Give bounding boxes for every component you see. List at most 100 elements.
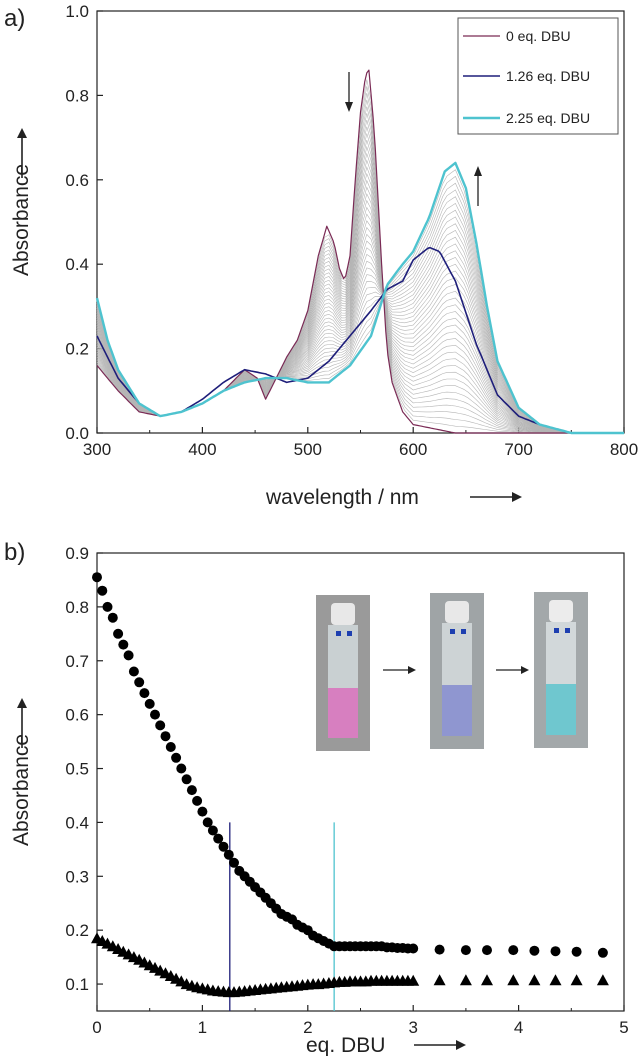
a-xlabel: wavelength / nm: [265, 486, 419, 509]
cuvette-mark: [565, 628, 570, 633]
a-y-tick-label: 0.6: [65, 171, 89, 190]
b-point-circle: [107, 612, 118, 623]
b-point-circle: [571, 946, 582, 957]
b-point-circle: [113, 628, 124, 639]
b-point-circle: [92, 572, 102, 583]
cuvette-mark: [554, 628, 559, 633]
cuvette-cap: [549, 600, 573, 622]
panel-a-label: a): [4, 5, 25, 32]
b-point-circle: [186, 785, 197, 796]
a-y-tick-label: 0.4: [65, 255, 89, 274]
b-point-circle: [192, 795, 203, 806]
b-point-circle: [150, 709, 160, 720]
cuvette-solution: [328, 688, 358, 738]
a-ylabel-group: Absorbance: [10, 128, 33, 276]
cuvette-mark: [450, 629, 455, 634]
b-point-circle: [144, 698, 155, 709]
a-intermediate-curve: [96, 182, 624, 434]
a-series-2: [95, 161, 624, 435]
a-xlabel-arrow-head: [512, 492, 522, 502]
legend-label-1: 1.26 eq. DBU: [506, 68, 590, 84]
a-x-tick-label: 800: [610, 440, 638, 459]
b-y-tick-label: 0.5: [65, 760, 89, 779]
cuvette-cap: [331, 603, 355, 625]
b-ticks: 0 1 2 3 4 5 0.1 0.2 0.3 0.4 0.5 0.6 0.7 0.8 0.9: [65, 544, 628, 1037]
b-point-circle: [128, 666, 139, 677]
b-point-circle: [482, 945, 492, 956]
a-intermediate-curve: [96, 236, 624, 434]
b-point-circle: [160, 731, 171, 742]
b-ylabel: Absorbance: [10, 734, 33, 846]
b-point-circle: [408, 943, 419, 954]
cuvette-pink: [316, 595, 370, 751]
b-point-circle: [181, 774, 192, 785]
b-y-tick-label: 0.3: [65, 867, 89, 886]
a-x-tick-label: 300: [83, 440, 111, 459]
b-point-circle: [165, 742, 176, 752]
cuvette-inset: [316, 592, 588, 751]
cuvette-solution: [442, 685, 472, 736]
b-point-circle: [229, 857, 239, 868]
b-point-triangle: [507, 974, 520, 986]
panel-b-label: b): [4, 539, 25, 566]
b-point-triangle: [570, 974, 583, 986]
a-y-tick-label: 0.2: [65, 340, 89, 359]
b-point-circle: [171, 752, 182, 763]
b-y-tick-label: 0.8: [65, 598, 89, 617]
b-point-circle: [434, 944, 445, 955]
b-y-tick-label: 0.9: [65, 544, 89, 563]
b-x-tick-label: 0: [92, 1018, 101, 1037]
a-x-tick-label: 700: [504, 440, 532, 459]
b-point-circle: [118, 639, 129, 650]
legend-label-0: 0 eq. DBU: [506, 28, 571, 44]
legend-label-2: 2.25 eq. DBU: [506, 110, 590, 126]
b-point-circle: [529, 945, 540, 956]
a-x-tick-label: 600: [399, 440, 427, 459]
b-point-triangle: [596, 974, 609, 986]
b-y-tick-label: 0.2: [65, 921, 89, 940]
increase-arrow-head: [474, 166, 482, 176]
a-ylabel-arrow-head: [17, 128, 27, 138]
b-point-triangle: [549, 974, 562, 986]
b-point-circle: [202, 817, 213, 828]
b-point-circle: [123, 650, 134, 661]
panel-a: a) 300 400 500 600 700 8000.00.20.40.60.81.0 …: [4, 2, 638, 509]
a-x-tick-label: 400: [188, 440, 216, 459]
b-xlabel: eq. DBU: [306, 1034, 385, 1056]
b-ylabel-arrow-head: [17, 698, 27, 708]
b-x-tick-label: 3: [408, 1018, 417, 1037]
cuvette-cyan: [534, 592, 588, 748]
b-point-triangle: [407, 974, 420, 986]
a-intermediate-curve: [96, 229, 624, 434]
a-intermediate-curve: [96, 196, 624, 434]
a-intermediate-curve: [96, 189, 624, 434]
a-y-tick-label: 1.0: [65, 2, 89, 21]
b-point-triangle: [528, 974, 541, 986]
a-intermediate-curve: [96, 250, 624, 434]
b-point-circle: [223, 849, 234, 860]
b-point-triangle: [481, 974, 493, 986]
a-intermediate-curve: [96, 223, 624, 434]
b-ylabel-group: Absorbance: [10, 698, 33, 846]
b-x-tick-label: 2: [303, 1018, 312, 1037]
b-y-tick-label: 0.4: [65, 813, 89, 832]
a-y-tick-label: 0.0: [65, 424, 89, 443]
b-xlabel-arrow-head: [456, 1040, 466, 1050]
a-intermediate-curve: [96, 202, 624, 434]
b-point-circle: [155, 720, 166, 731]
cuvette-mark: [347, 631, 352, 636]
b-point-circle: [97, 585, 108, 596]
a-ylabel: Absorbance: [10, 164, 33, 276]
b-x-tick-label: 5: [619, 1018, 628, 1037]
b-point-circle: [197, 806, 208, 817]
b-point-circle: [134, 677, 145, 688]
b-y-tick-label: 0.6: [65, 706, 89, 725]
b-point-circle: [176, 763, 187, 774]
a-x-tick-label: 500: [294, 440, 322, 459]
b-point-circle: [460, 945, 471, 956]
b-point-circle: [102, 601, 113, 612]
b-point-circle: [550, 946, 561, 957]
b-point-circle: [213, 833, 224, 844]
cuvette-solution: [546, 684, 576, 735]
